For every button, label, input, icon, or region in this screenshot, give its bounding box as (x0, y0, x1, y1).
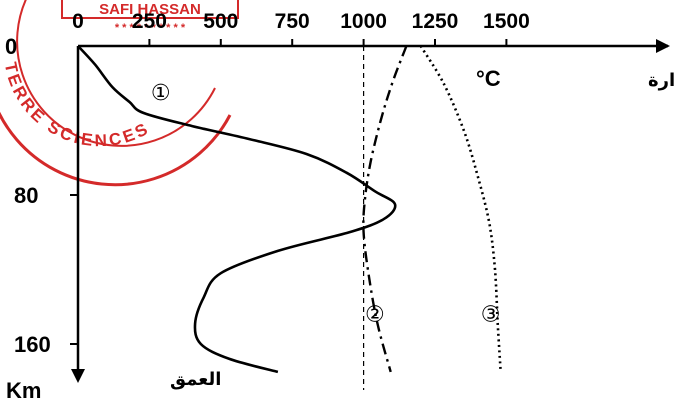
x-tick-label: 1000 (340, 10, 387, 33)
y-axis-title: العمق (170, 369, 221, 390)
y-axis-arrow (71, 369, 85, 383)
y-axis-unit: Km (6, 378, 41, 403)
x-tick-label: 750 (275, 10, 310, 33)
series-label-1: ① (151, 81, 171, 106)
series-group (77, 45, 502, 374)
stamp-outer-ring (0, 111, 232, 187)
x-tick-label: 1500 (483, 10, 530, 33)
x-axis-unit: °C (476, 66, 501, 91)
stamp-name: SAFI HASSAN (99, 1, 201, 18)
y-tick-label: 80 (14, 183, 38, 208)
series-label-2: ② (365, 303, 385, 328)
x-axis-ticks: 0 250 500 750 1000 1250 1500 (72, 10, 530, 46)
x-axis-title: درجة الحرارة (648, 70, 674, 91)
series-label-3: ③ (481, 303, 501, 328)
x-tick-label: 0 (72, 10, 84, 33)
y-tick-label: 0 (5, 34, 17, 59)
stamp-stars: * * * * * * * * * * (115, 22, 186, 34)
x-tick-label: 250 (132, 10, 167, 33)
y-axis-ticks: 0 80 160 (5, 34, 78, 357)
stamp-banner (61, 0, 239, 19)
series-labels: ① ② ③ (151, 81, 501, 328)
series-curve-1 (77, 45, 397, 374)
y-tick-label: 160 (14, 332, 51, 357)
series-curve-2 (362, 45, 408, 373)
x-tick-label: 1250 (412, 10, 459, 33)
x-tick-label: 500 (203, 10, 238, 33)
